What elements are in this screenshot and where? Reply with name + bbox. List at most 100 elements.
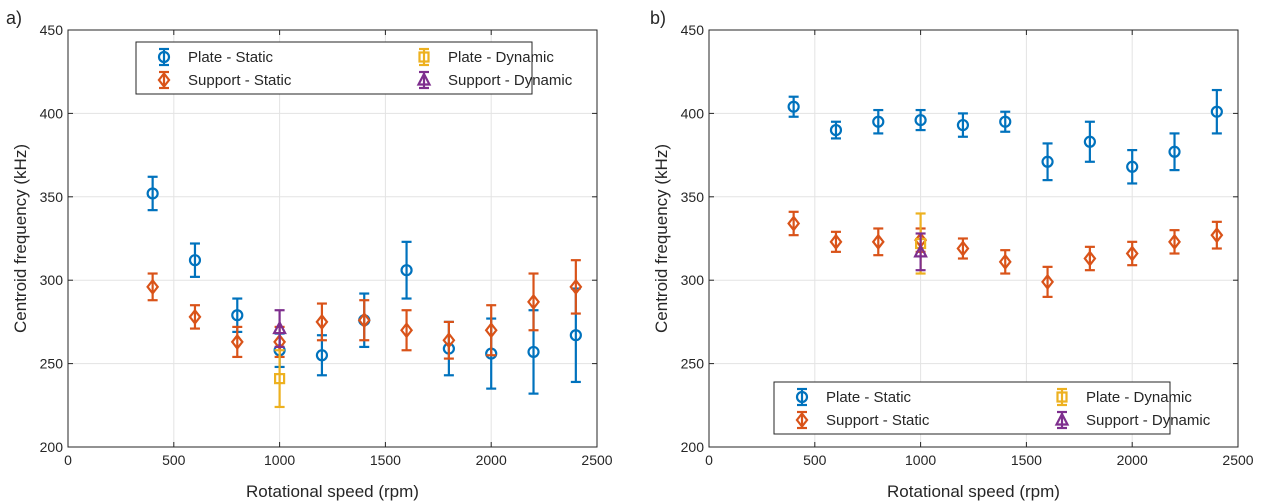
error-bar bbox=[873, 108, 884, 135]
data-point bbox=[1125, 245, 1139, 262]
x-tick-label: 2500 bbox=[581, 452, 612, 468]
legend-label: Support - Dynamic bbox=[1086, 412, 1211, 429]
data-point bbox=[1210, 105, 1223, 118]
y-tick-label: 300 bbox=[40, 272, 64, 288]
error-bar bbox=[1042, 265, 1053, 298]
data-point bbox=[527, 345, 540, 359]
x-tick-label: 500 bbox=[162, 452, 186, 468]
data-point bbox=[569, 278, 583, 296]
error-bar bbox=[1000, 110, 1011, 133]
error-bar bbox=[316, 302, 327, 342]
data-point bbox=[1168, 145, 1181, 158]
data-point bbox=[1210, 226, 1224, 244]
data-point bbox=[1041, 273, 1055, 291]
series-plate-static bbox=[787, 88, 1223, 185]
legend-marker bbox=[416, 71, 432, 86]
data-point bbox=[400, 321, 414, 339]
error-bar bbox=[443, 320, 454, 360]
x-tick-label: 1000 bbox=[905, 452, 936, 468]
legend-marker bbox=[1054, 411, 1070, 426]
error-bar bbox=[189, 242, 200, 278]
axes-frame bbox=[67, 29, 598, 448]
data-point bbox=[829, 123, 843, 137]
data-point bbox=[999, 115, 1012, 128]
error-bar bbox=[1084, 120, 1095, 163]
data-point bbox=[230, 333, 244, 351]
error-bar bbox=[528, 272, 539, 332]
error-bar bbox=[401, 309, 412, 352]
y-axis-label: Centroid frequency (kHz) bbox=[11, 144, 30, 333]
series-plate-dynamic bbox=[274, 349, 286, 409]
y-tick-label: 450 bbox=[681, 22, 705, 38]
y-tick-label: 200 bbox=[40, 439, 64, 455]
x-tick-label: 500 bbox=[803, 452, 827, 468]
error-bar bbox=[915, 232, 926, 272]
data-point bbox=[1041, 155, 1054, 168]
data-point bbox=[956, 240, 970, 257]
legend-label: Plate - Static bbox=[826, 389, 912, 406]
legend-label: Support - Static bbox=[826, 412, 930, 429]
data-point bbox=[315, 313, 329, 331]
error-bar bbox=[570, 259, 581, 315]
data-point bbox=[527, 293, 540, 311]
data-point bbox=[146, 187, 159, 200]
legend-marker bbox=[157, 50, 171, 64]
error-bar bbox=[1127, 148, 1138, 185]
data-point bbox=[274, 373, 286, 385]
legend-marker bbox=[795, 411, 809, 429]
data-point bbox=[273, 333, 287, 351]
data-point bbox=[872, 115, 885, 128]
data-point bbox=[442, 331, 456, 349]
error-bar bbox=[147, 272, 158, 302]
grid bbox=[68, 30, 597, 447]
error-bar bbox=[401, 240, 412, 300]
series-support-dynamic bbox=[272, 309, 287, 349]
data-point bbox=[146, 278, 160, 296]
data-point bbox=[871, 233, 885, 251]
x-tick-label: 2000 bbox=[476, 452, 507, 468]
error-bar bbox=[788, 95, 799, 118]
legend-item: Support - Dynamic bbox=[1054, 410, 1211, 430]
error-bar bbox=[957, 112, 968, 138]
error-bar bbox=[873, 227, 884, 257]
y-tick-label: 200 bbox=[681, 439, 705, 455]
y-tick-label: 400 bbox=[681, 105, 705, 121]
legend-label: Plate - Dynamic bbox=[448, 49, 554, 66]
legend-item: Plate - Dynamic bbox=[418, 47, 554, 67]
data-point bbox=[231, 309, 244, 322]
data-point bbox=[787, 100, 800, 113]
data-point bbox=[1126, 160, 1139, 173]
error-bar bbox=[274, 349, 285, 409]
y-tick-label: 350 bbox=[40, 189, 64, 205]
legend-label: Plate - Dynamic bbox=[1086, 389, 1192, 406]
series-support-static bbox=[787, 210, 1224, 298]
y-tick-label: 250 bbox=[681, 356, 705, 372]
data-point bbox=[569, 329, 582, 342]
series-support-static bbox=[146, 259, 583, 360]
error-bar bbox=[274, 309, 285, 349]
legend-item: Plate - Static bbox=[795, 387, 912, 407]
y-tick-label: 350 bbox=[681, 189, 705, 205]
data-point bbox=[956, 118, 970, 132]
x-tick-label: 2500 bbox=[1222, 452, 1253, 468]
y-tick-label: 250 bbox=[40, 356, 64, 372]
error-bar bbox=[1211, 88, 1222, 135]
legend-marker bbox=[157, 71, 171, 89]
data-point bbox=[829, 233, 843, 251]
legend-item: Support - Dynamic bbox=[416, 70, 573, 90]
error-bar bbox=[232, 325, 243, 359]
data-point bbox=[998, 253, 1012, 271]
legend-box bbox=[773, 381, 1171, 435]
legend: Plate - Static Plate - Dynamic Support - S… bbox=[135, 41, 573, 95]
x-tick-label: 1500 bbox=[370, 452, 401, 468]
data-point bbox=[913, 243, 928, 258]
plot-area bbox=[68, 30, 597, 447]
x-tick-label: 1500 bbox=[1011, 452, 1042, 468]
legend-box bbox=[135, 41, 533, 95]
legend-item: Support - Static bbox=[157, 70, 292, 90]
x-axis-label: Rotational speed (rpm) bbox=[246, 482, 419, 501]
legend-item: Support - Static bbox=[795, 410, 930, 430]
series-plate-static bbox=[146, 175, 582, 395]
error-bar bbox=[359, 299, 370, 342]
